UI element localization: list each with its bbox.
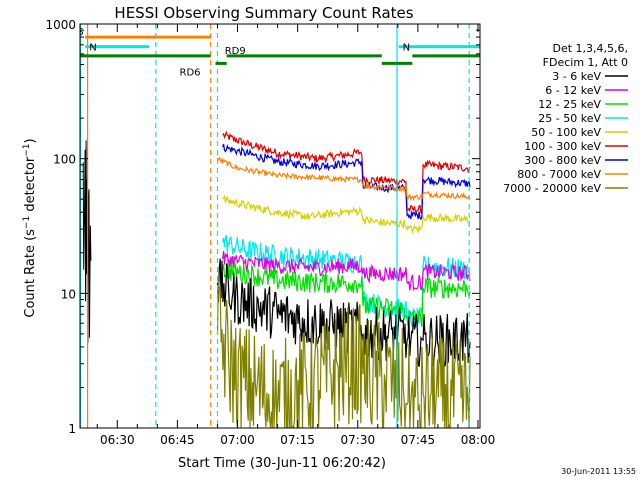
y-tick-label: 10 (61, 287, 76, 301)
legend-entry-label: 800 - 7000 keV (517, 168, 601, 181)
legend-header-line-2: FDecim 1, Att 0 (543, 56, 628, 69)
chart-title: HESSI Observing Summary Count Rates (114, 4, 413, 22)
series-50-100-kev (222, 194, 471, 235)
y-axis: 1 10 100 1000 (45, 18, 480, 436)
flag-label: RD9 (225, 46, 246, 57)
legend-entry-label: 50 - 100 keV (531, 126, 601, 139)
x-tick-label: 07:00 (220, 433, 255, 447)
x-tick-label: 07:15 (280, 433, 315, 447)
series-group (82, 130, 471, 428)
y-axis-label: Count Rate (s−1 detector−1) (22, 138, 38, 317)
series-7000-20000-kev (216, 281, 471, 428)
series-12-25-kev (222, 261, 471, 328)
legend-entry-label: 6 - 12 keV (545, 84, 601, 97)
flag-label: N (89, 43, 96, 54)
legend-entry-label: 12 - 25 keV (538, 98, 601, 111)
x-tick-label: 08:00 (461, 433, 496, 447)
legend-entry-label: 3 - 6 keV (552, 70, 601, 83)
flag-label: N (403, 43, 410, 54)
legend-entry-label: 100 - 300 keV (524, 140, 601, 153)
x-tick-label: 07:30 (341, 433, 376, 447)
legend-header-line-1: Det 1,3,4,5,6, (552, 42, 628, 55)
y-tick-label: 1000 (45, 18, 76, 32)
series-800-7000-kev (216, 156, 471, 202)
legend: Det 1,3,4,5,6, FDecim 1, Att 0 3 - 6 keV… (503, 42, 628, 195)
legend-entry-label: 25 - 50 keV (538, 112, 601, 125)
series-100-300-kev (222, 130, 471, 215)
x-axis-label: Start Time (30-Jun-11 06:20:42) (178, 456, 386, 471)
x-tick-label: 06:30 (100, 433, 135, 447)
x-tick-label: 07:45 (401, 433, 436, 447)
y-tick-label: 1 (68, 422, 76, 436)
x-tick-label: 06:45 (160, 433, 195, 447)
series-25-50-kev (222, 235, 471, 328)
x-axis: 06:30 06:45 07:00 07:15 07:30 07:45 08:00 (96, 24, 496, 447)
flag-label: RD6 (180, 67, 201, 78)
y-tick-label: 100 (53, 153, 76, 167)
legend-entry-label: 7000 - 20000 keV (503, 182, 601, 195)
series-6-12-kev (222, 250, 471, 292)
footer-date: 30-Jun-2011 13:55 (561, 467, 636, 476)
flag-label: S (77, 27, 83, 38)
legend-entry-label: 300 - 800 keV (524, 154, 601, 167)
series-300-800-kev (222, 143, 471, 221)
plot-frame (79, 23, 481, 429)
